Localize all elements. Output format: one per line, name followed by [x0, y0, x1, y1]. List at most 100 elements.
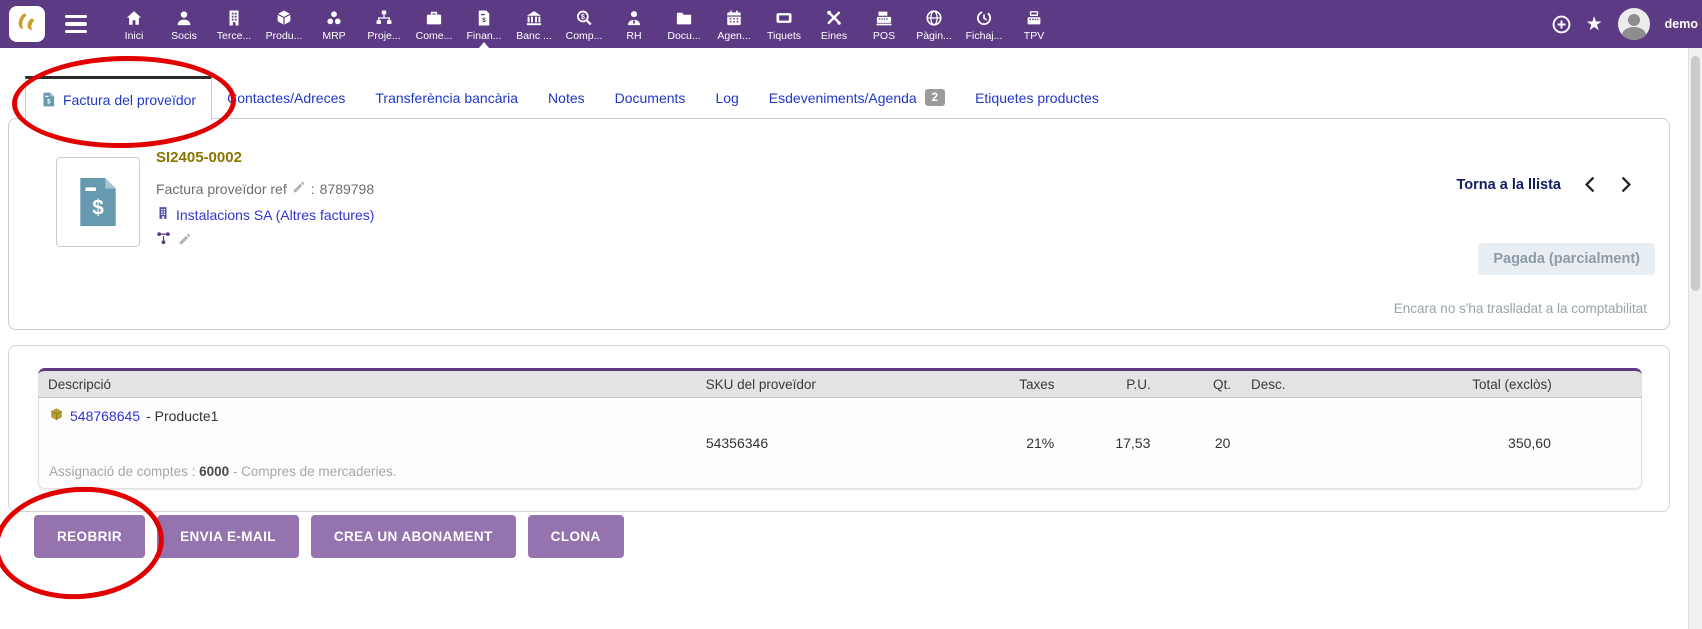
tab-transferencia-bancaria[interactable]: Transferència bancària	[360, 76, 533, 119]
nav-item-label: Pàgin...	[916, 29, 952, 42]
mrp-icon	[327, 10, 341, 24]
table-row: 548768645 - Producte1 Assignació de comp…	[38, 398, 1642, 489]
nav-item-tpv[interactable]: TPV	[1009, 0, 1059, 48]
nav-item-projectes[interactable]: Proje...	[359, 0, 409, 48]
project-sitemap-icon[interactable]	[156, 231, 171, 251]
register-icon	[1027, 10, 1041, 24]
nav-item-agenda[interactable]: Agen...	[709, 0, 759, 48]
dolibarr-logo[interactable]	[9, 6, 45, 42]
nav-item-fichajes[interactable]: Fichaj...	[959, 0, 1009, 48]
nav-item-bancs[interactable]: Banc ...	[509, 0, 559, 48]
vertical-scrollbar[interactable]	[1688, 48, 1702, 629]
supplier-ref-line: Factura proveïdor ref : 8789798	[156, 180, 374, 197]
company-link[interactable]: Instalacions SA (Altres factures)	[156, 206, 374, 223]
nav-item-eines[interactable]: Eines	[809, 0, 859, 48]
briefcase-icon	[426, 11, 442, 24]
tab-contactes-adreces[interactable]: Contactes/Adreces	[212, 76, 360, 119]
tab-notes[interactable]: Notes	[533, 76, 600, 119]
tab-factura-del-proveidor[interactable]: $ Factura del proveïdor	[25, 76, 213, 120]
search-dollar-icon: $	[577, 10, 592, 25]
nav-item-label: POS	[872, 29, 896, 42]
tab-count-badge: 2	[924, 89, 946, 106]
crea-un-abonament-button[interactable]: CREA UN ABONAMENT	[310, 515, 516, 558]
tab-documents[interactable]: Documents	[600, 76, 701, 119]
supplier-ref-separator: :	[310, 180, 315, 197]
nav-item-tiquets[interactable]: Tiquets	[759, 0, 809, 48]
nav-item-label: Eines	[820, 29, 848, 42]
nav-item-documents[interactable]: Docu...	[659, 0, 709, 48]
account-name: - Compres de mercaderies.	[232, 464, 397, 479]
nav-item-label: Come...	[415, 29, 453, 42]
sitemap-icon	[376, 10, 392, 24]
spacer-cell	[1561, 398, 1641, 488]
nav-item-tercers[interactable]: Terce...	[209, 0, 259, 48]
nav-item-label: Fichaj...	[965, 29, 1003, 42]
reobrir-button[interactable]: REOBRIR	[34, 515, 146, 558]
nav-item-inici[interactable]: Inici	[109, 0, 159, 48]
user-icon	[177, 10, 191, 25]
account-line: Assignació de comptes : 6000 - Compres d…	[49, 464, 686, 479]
nav-item-label: MRP	[322, 29, 346, 42]
clona-button[interactable]: CLONA	[527, 515, 624, 558]
nav-item-label: Agen...	[717, 29, 751, 42]
main-nav: Inici Socis Terce... Produ... MRP Proje... Com…	[109, 0, 1059, 48]
invoice-banner-panel: $ SI2405-0002 Factura proveïdor ref : 87…	[8, 118, 1670, 330]
bookmark-star-icon[interactable]: ★	[1585, 13, 1603, 35]
nav-item-finances[interactable]: $ Finan...	[459, 0, 509, 48]
back-to-list-group: Torna a la llista	[1457, 175, 1634, 194]
accounting-note: Encara no s'ha traslladat a la comptabil…	[1393, 301, 1647, 316]
action-buttons: REOBRIR ENVIA E-MAIL CREA UN ABONAMENT CLON…	[34, 515, 624, 558]
nav-item-pos[interactable]: POS	[859, 0, 909, 48]
lines-table-header: Descripció SKU del proveïdor Taxes P.U. Qt. D…	[38, 368, 1642, 398]
nav-item-pagines[interactable]: Pàgin...	[909, 0, 959, 48]
scrollbar-thumb[interactable]	[1691, 56, 1700, 291]
tab-label: Notes	[548, 89, 585, 106]
envia-email-button[interactable]: ENVIA E-MAIL	[157, 515, 299, 558]
column-header: Qt.	[1212, 376, 1231, 392]
avatar[interactable]	[1617, 8, 1650, 40]
column-header: Desc.	[1250, 376, 1286, 392]
cube-icon	[277, 10, 291, 25]
status-badge: Pagada (parcialment)	[1478, 243, 1655, 275]
svg-text:$: $	[92, 197, 104, 220]
company-name[interactable]: Instalacions SA (Altres factures)	[176, 206, 375, 223]
nav-item-rh[interactable]: RH	[609, 0, 659, 48]
edit-pencil-icon[interactable]	[178, 232, 192, 251]
nav-item-productes[interactable]: Produ...	[259, 0, 309, 48]
user-label[interactable]: demo	[1664, 17, 1698, 31]
hamburger-menu-icon[interactable]	[65, 14, 87, 34]
next-record-icon[interactable]	[1619, 175, 1633, 194]
tools-icon	[827, 10, 841, 25]
back-to-list-link[interactable]: Torna a la llista	[1456, 176, 1562, 193]
tab-label: Esdeveniments/Agenda	[768, 89, 917, 106]
product-link[interactable]: 548768645	[70, 408, 141, 424]
column-header: P.U.	[1126, 376, 1151, 392]
column-header: Total (exclòs)	[1472, 376, 1552, 392]
previous-record-icon[interactable]	[1583, 175, 1597, 194]
tab-esdeveniments-agenda[interactable]: Esdeveniments/Agenda 2	[754, 76, 960, 119]
tab-etiquetes-productes[interactable]: Etiquetes productes	[960, 76, 1114, 119]
lines-table: Descripció SKU del proveïdor Taxes P.U. Qt. D…	[38, 368, 1642, 489]
tab-label: Transferència bancària	[375, 89, 519, 106]
topbar: Inici Socis Terce... Produ... MRP Proje... Com…	[0, 0, 1702, 48]
description-cell: 548768645 - Producte1 Assignació de comp…	[39, 398, 696, 488]
tab-log[interactable]: Log	[700, 76, 753, 119]
folder-icon	[676, 12, 692, 24]
column-header: SKU del proveïdor	[705, 376, 816, 392]
nav-item-label: Comp...	[565, 29, 603, 42]
invoice-ref: SI2405-0002	[156, 149, 242, 166]
nav-item-mrp[interactable]: MRP	[309, 0, 359, 48]
tab-label: Documents	[614, 89, 686, 106]
nav-item-label: Finan...	[466, 29, 502, 42]
account-label: Assignació de comptes :	[49, 464, 196, 479]
nav-item-socis[interactable]: Socis	[159, 0, 209, 48]
lines-panel: Descripció SKU del proveïdor Taxes P.U. Qt. D…	[8, 345, 1670, 512]
supplier-ref-label: Factura proveïdor ref	[156, 180, 287, 197]
add-circle-icon[interactable]	[1552, 15, 1571, 34]
nav-item-label: Tiquets	[766, 29, 802, 42]
nav-item-comercial[interactable]: Come...	[409, 0, 459, 48]
tab-label: Contactes/Adreces	[227, 89, 346, 106]
nav-item-comptabilitat[interactable]: $ Comp...	[559, 0, 609, 48]
banner-mini-icons	[156, 231, 192, 251]
edit-pencil-icon[interactable]	[292, 180, 306, 197]
